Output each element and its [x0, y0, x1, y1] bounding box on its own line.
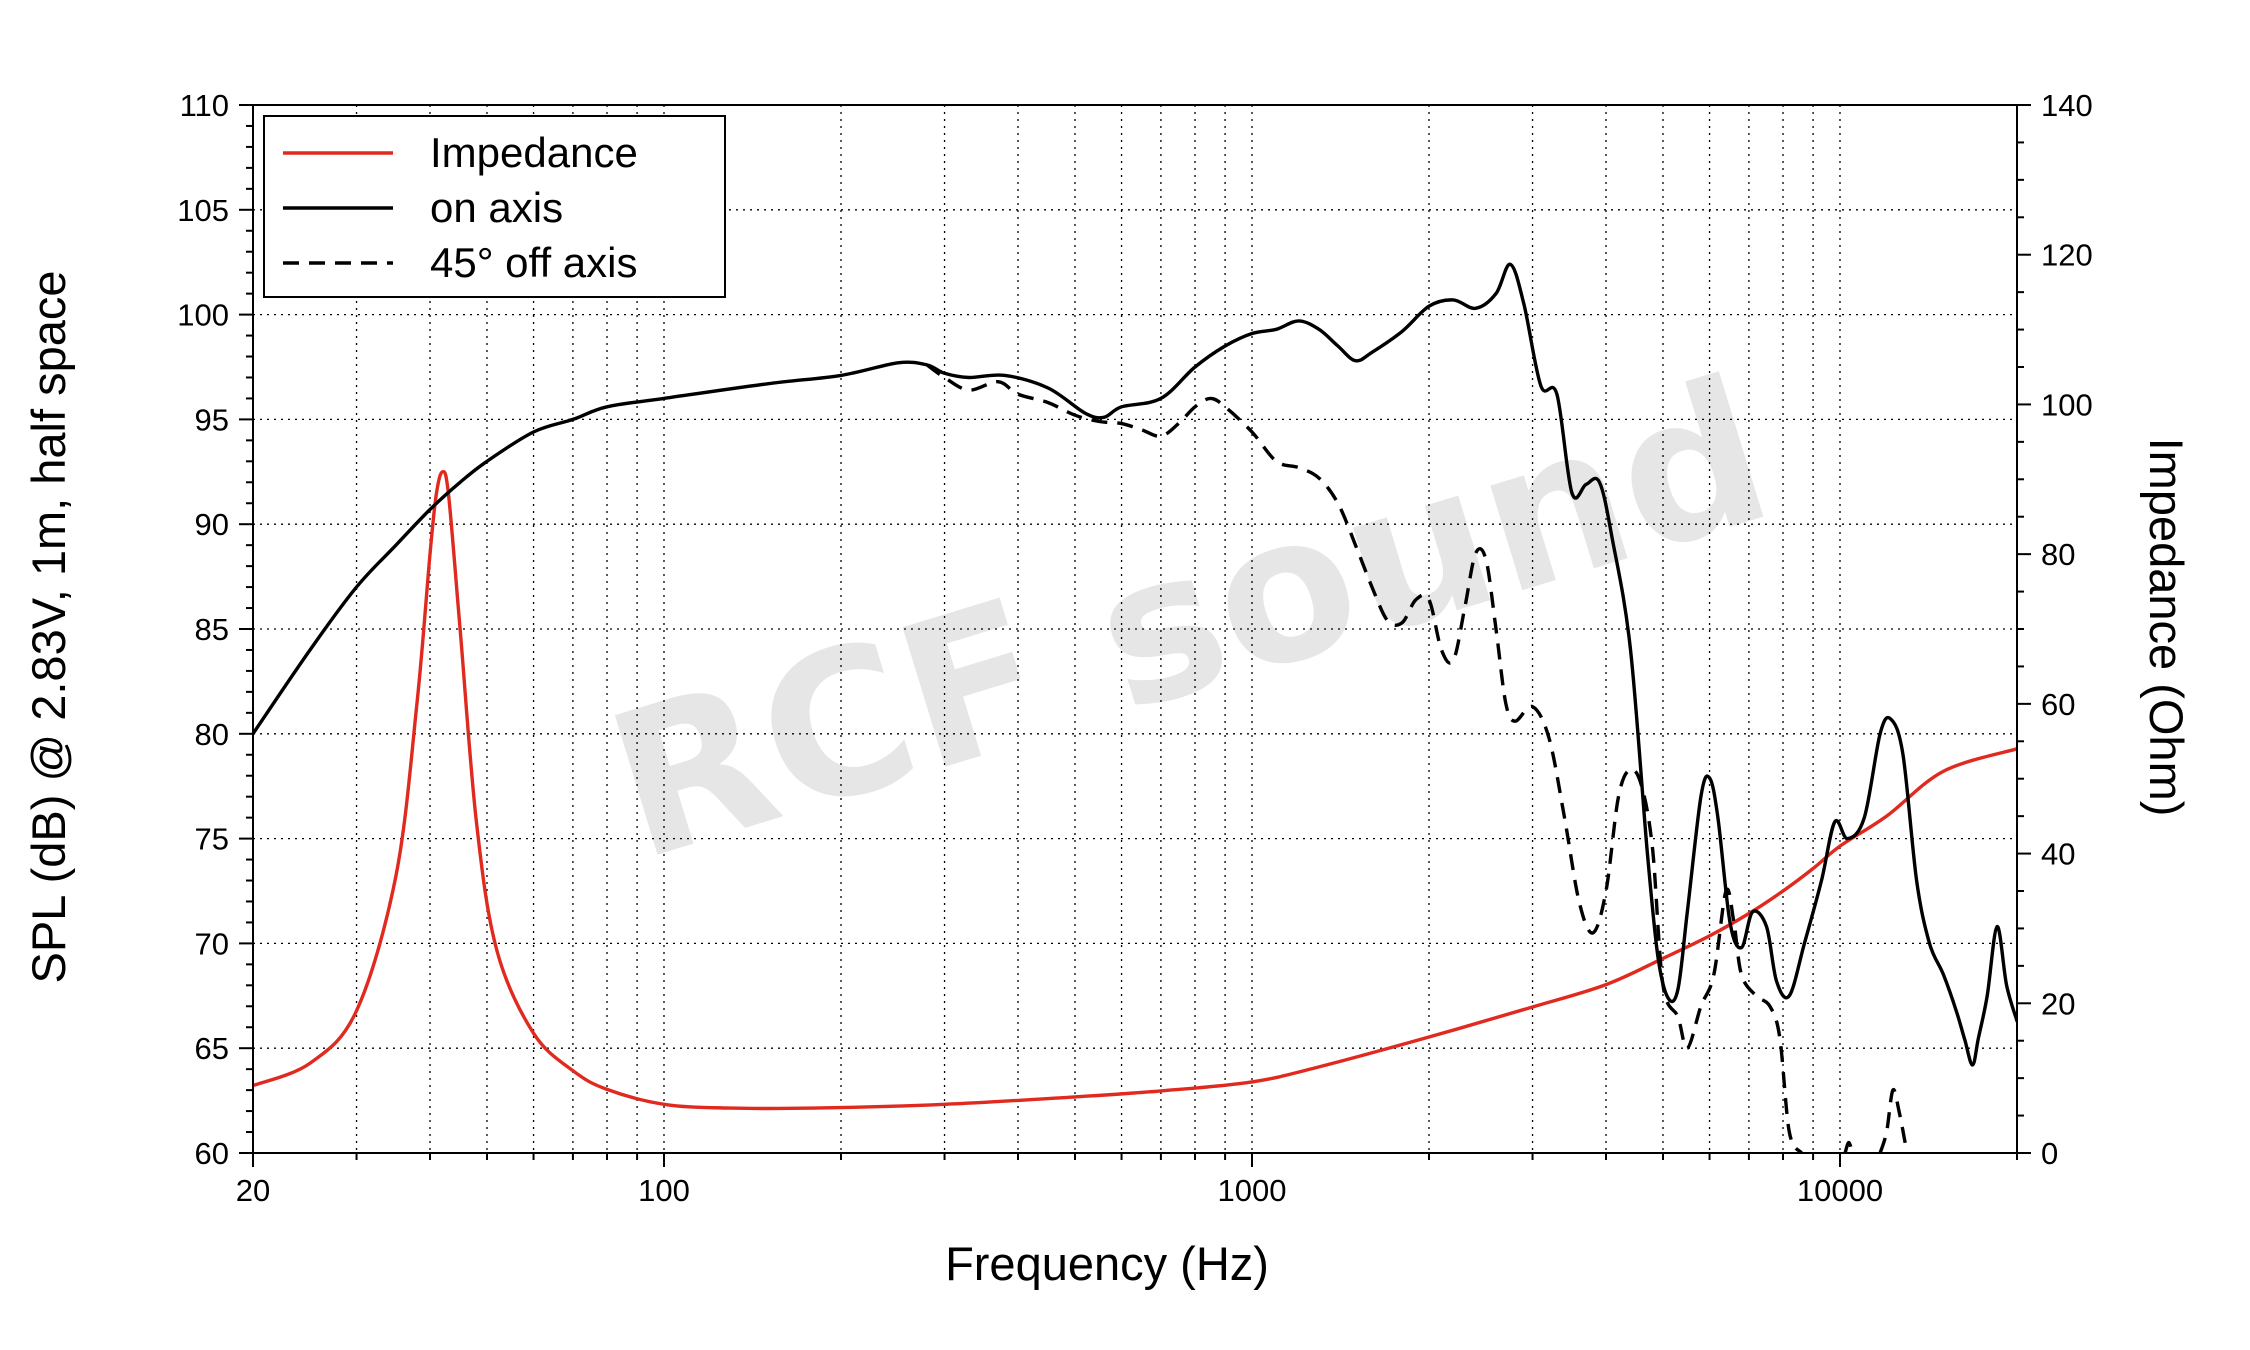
y-tick-label: 110	[180, 88, 229, 123]
y-tick-label: 80	[195, 717, 229, 752]
y-tick-label: 85	[195, 612, 229, 647]
x-tick-label: 10000	[1797, 1173, 1883, 1208]
y2-axis-title: Impedance (Ohm)	[2140, 438, 2193, 817]
y-tick-label: 105	[177, 193, 229, 228]
series-line-on-axis	[253, 262, 2017, 1067]
legend-label: 45° off axis	[430, 239, 637, 286]
y-tick-label: 65	[195, 1031, 229, 1066]
x-tick-label: 20	[236, 1173, 270, 1208]
x-tick-labels: 20 100 1000 10000	[236, 1173, 1883, 1208]
series-line-45-off-axis	[925, 363, 1803, 1153]
y-axis-title: SPL (dB) @ 2.83V, 1m, half space	[22, 270, 75, 983]
y-tick-label: 95	[195, 402, 229, 437]
y-tick-label: 75	[195, 822, 229, 857]
series-line-segment	[1878, 1087, 1909, 1153]
watermark: RCF sound	[586, 335, 1793, 906]
y-tick-label: 70	[195, 926, 229, 961]
y2-tick-label: 100	[2041, 387, 2093, 422]
y2-tick-label: 0	[2041, 1136, 2058, 1171]
y2-tick-label: 80	[2041, 537, 2075, 572]
y2-tick-label: 140	[2041, 88, 2093, 123]
series-layer	[253, 262, 2017, 1153]
y2-tick-label: 40	[2041, 837, 2075, 872]
y-tick-label: 60	[195, 1136, 229, 1171]
grid	[253, 105, 2017, 1153]
legend: Impedance on axis 45° off axis	[263, 115, 726, 298]
tick-marks	[239, 104, 2031, 1167]
legend-label: Impedance	[430, 129, 638, 176]
series-line-segment	[1843, 1140, 1855, 1153]
y2-tick-label: 60	[2041, 687, 2075, 722]
y2-tick-label: 20	[2041, 986, 2075, 1021]
y2-tick-label: 120	[2041, 238, 2093, 273]
y-tick-label: 90	[195, 507, 229, 542]
y2-tick-labels: 0 20 40 60 80 100 120 140	[2041, 88, 2093, 1171]
series-line-impedance	[253, 469, 2017, 1111]
x-tick-label: 100	[638, 1173, 690, 1208]
y-tick-label: 100	[177, 298, 229, 333]
legend-label: on axis	[430, 184, 563, 231]
x-tick-label: 1000	[1218, 1173, 1287, 1208]
x-axis-title: Frequency (Hz)	[945, 1237, 1269, 1290]
y-tick-labels: 60 65 70 75 80 85 90 95 100 105 110	[177, 88, 229, 1171]
